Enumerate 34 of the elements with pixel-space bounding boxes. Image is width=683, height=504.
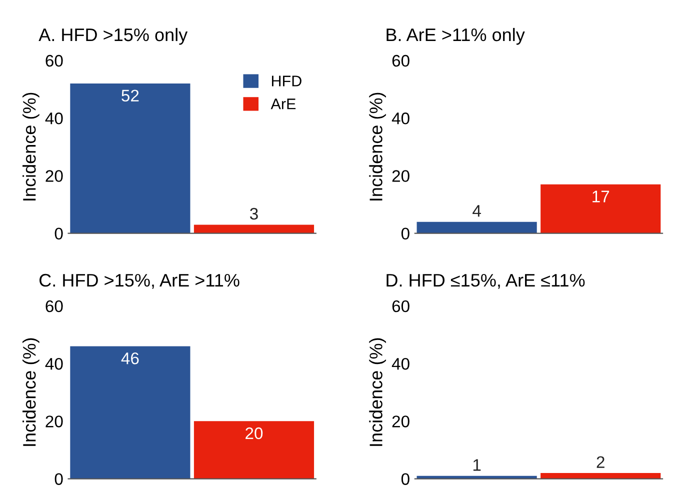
data-label: 3 [250, 208, 258, 220]
data-label: 52 [122, 90, 139, 102]
y-tick-label: 40 [45, 112, 63, 124]
y-tick-label: 60 [46, 300, 63, 312]
y-tick-label: 60 [392, 54, 410, 67]
data-label: 4 [472, 205, 481, 217]
y-tick-label: 40 [392, 112, 410, 124]
y-axis-title: Incidence (%) [22, 338, 40, 446]
chart-title: A. HFD >15% only [38, 28, 188, 45]
data-label: 1 [473, 459, 481, 471]
y-axis-title: Incidence (%) [369, 338, 386, 446]
y-tick-label: 40 [392, 358, 410, 370]
y-axis-title: Incidence (%) [369, 92, 386, 200]
legend-label: ArE [270, 98, 296, 110]
y-tick-label: 0 [401, 228, 410, 240]
y-tick-label: 40 [45, 358, 63, 370]
y-tick-label: 60 [46, 54, 63, 67]
data-label: 17 [592, 190, 610, 202]
y-tick-label: 20 [46, 416, 63, 428]
y-tick-label: 60 [392, 300, 410, 312]
y-axis-title: Incidence (%) [22, 92, 40, 200]
data-label: 20 [246, 427, 263, 440]
y-tick-label: 0 [54, 473, 63, 486]
chart-title: B. ArE >11% only [386, 28, 525, 45]
y-tick-label: 0 [54, 228, 63, 240]
y-tick-label: 20 [392, 416, 410, 428]
y-tick-label: 20 [392, 170, 410, 182]
data-label: 46 [121, 352, 139, 364]
chart-title: C. HFD >15%, ArE >11% [40, 274, 240, 289]
data-label: 2 [596, 456, 604, 468]
y-tick-label: 0 [401, 473, 410, 486]
y-tick-label: 20 [46, 170, 63, 182]
chart-title: D. HFD ≤15%, ArE ≤11% [386, 274, 585, 289]
legend-label: HFD [272, 76, 302, 86]
